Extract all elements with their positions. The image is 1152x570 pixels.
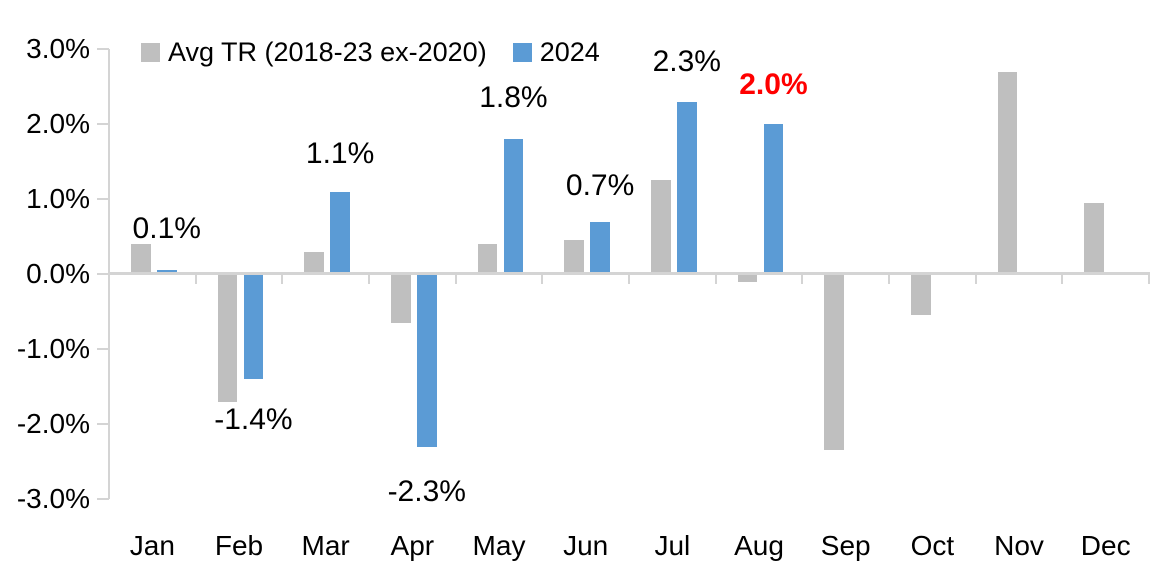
legend-item-avg-tr: Avg TR (2018-23 ex-2020) bbox=[141, 36, 487, 68]
bar-avg-tr-sep bbox=[824, 273, 844, 451]
bar-avg-tr-jan bbox=[131, 244, 151, 275]
y-axis-label: 1.0% bbox=[26, 183, 90, 214]
x-axis-tick bbox=[281, 275, 284, 284]
x-axis-tick bbox=[368, 275, 370, 284]
y-axis-label: -2.0% bbox=[16, 408, 90, 439]
bar-avg-tr-aug bbox=[737, 273, 758, 282]
x-axis-tick bbox=[888, 275, 891, 284]
data-label-jul: 2.3% bbox=[652, 45, 721, 78]
x-axis-tick bbox=[1061, 275, 1064, 284]
y-axis-label: 0.0% bbox=[26, 258, 90, 289]
x-axis-label-apr: Apr bbox=[390, 530, 435, 561]
bar-avg-tr-jul bbox=[651, 180, 671, 275]
x-axis-zero-line bbox=[108, 272, 1150, 275]
x-axis-label-aug: Aug bbox=[734, 530, 784, 561]
x-axis-label-nov: Nov bbox=[994, 530, 1044, 561]
legend-label-2024: 2024 bbox=[539, 37, 600, 67]
legend-swatch-2024 bbox=[512, 42, 532, 62]
y-axis-tick bbox=[97, 48, 109, 50]
bar-2024-aug bbox=[763, 124, 784, 275]
bar-2024-mar bbox=[330, 191, 350, 275]
bar-avg-tr-may bbox=[477, 244, 498, 275]
data-label-aug: 2.0% bbox=[739, 68, 808, 101]
bar-2024-jun bbox=[590, 221, 610, 275]
data-label-apr: -2.3% bbox=[387, 475, 466, 508]
legend-item-2024: 2024 bbox=[512, 36, 600, 68]
bar-2024-apr bbox=[417, 273, 437, 447]
y-axis-tick bbox=[97, 348, 109, 350]
data-label-feb: -1.4% bbox=[214, 403, 293, 436]
x-axis-label-jun: Jun bbox=[563, 530, 609, 561]
x-axis-label-jul: Jul bbox=[654, 530, 691, 561]
bar-avg-tr-oct bbox=[911, 273, 931, 316]
data-label-jan: 0.1% bbox=[132, 212, 201, 245]
x-axis-label-oct: Oct bbox=[910, 530, 955, 561]
x-axis-tick bbox=[454, 275, 457, 284]
bar-avg-tr-feb bbox=[217, 273, 238, 402]
data-label-mar: 1.1% bbox=[305, 137, 375, 170]
bar-avg-tr-apr bbox=[391, 273, 411, 323]
x-axis-tick bbox=[1148, 275, 1151, 284]
x-axis-label-feb: Feb bbox=[214, 530, 264, 561]
legend-swatch-avg-tr bbox=[141, 42, 160, 62]
bar-avg-tr-dec bbox=[1084, 202, 1104, 275]
y-axis-label: 2.0% bbox=[26, 108, 90, 139]
data-label-jun: 0.7% bbox=[565, 169, 635, 202]
x-axis-label-sep: Sep bbox=[820, 530, 871, 561]
y-axis-label: -1.0% bbox=[16, 333, 90, 364]
bar-avg-tr-mar bbox=[304, 251, 324, 275]
y-axis-tick bbox=[97, 273, 109, 275]
x-axis-label-may: May bbox=[472, 530, 526, 561]
x-axis-tick bbox=[541, 275, 544, 284]
y-axis-tick bbox=[97, 198, 109, 200]
bar-avg-tr-jun bbox=[564, 240, 584, 275]
data-label-may: 1.8% bbox=[479, 81, 548, 114]
x-axis-label-dec: Dec bbox=[1080, 530, 1131, 561]
x-axis-tick bbox=[801, 275, 804, 284]
x-axis-tick bbox=[108, 275, 110, 284]
x-axis-label-mar: Mar bbox=[301, 530, 350, 561]
y-axis-label: -3.0% bbox=[16, 483, 90, 514]
legend-label-avg-tr: Avg TR (2018-23 ex-2020) bbox=[168, 37, 487, 67]
bar-2024-feb bbox=[243, 273, 264, 379]
y-axis-tick bbox=[97, 123, 109, 125]
x-axis-tick bbox=[628, 275, 631, 284]
y-axis-label: 3.0% bbox=[26, 33, 90, 64]
bar-2024-may bbox=[503, 139, 524, 275]
bar-2024-jul bbox=[677, 101, 697, 275]
y-axis-tick bbox=[97, 498, 109, 500]
x-axis-tick bbox=[974, 275, 977, 284]
x-axis-tick bbox=[714, 275, 717, 284]
chart-legend: Avg TR (2018-23 ex-2020) 2024 bbox=[141, 36, 600, 68]
x-axis-label-jan: Jan bbox=[129, 530, 175, 561]
bar-avg-tr-nov bbox=[997, 71, 1018, 275]
x-axis-tick bbox=[194, 275, 197, 284]
y-axis-tick bbox=[97, 423, 109, 425]
